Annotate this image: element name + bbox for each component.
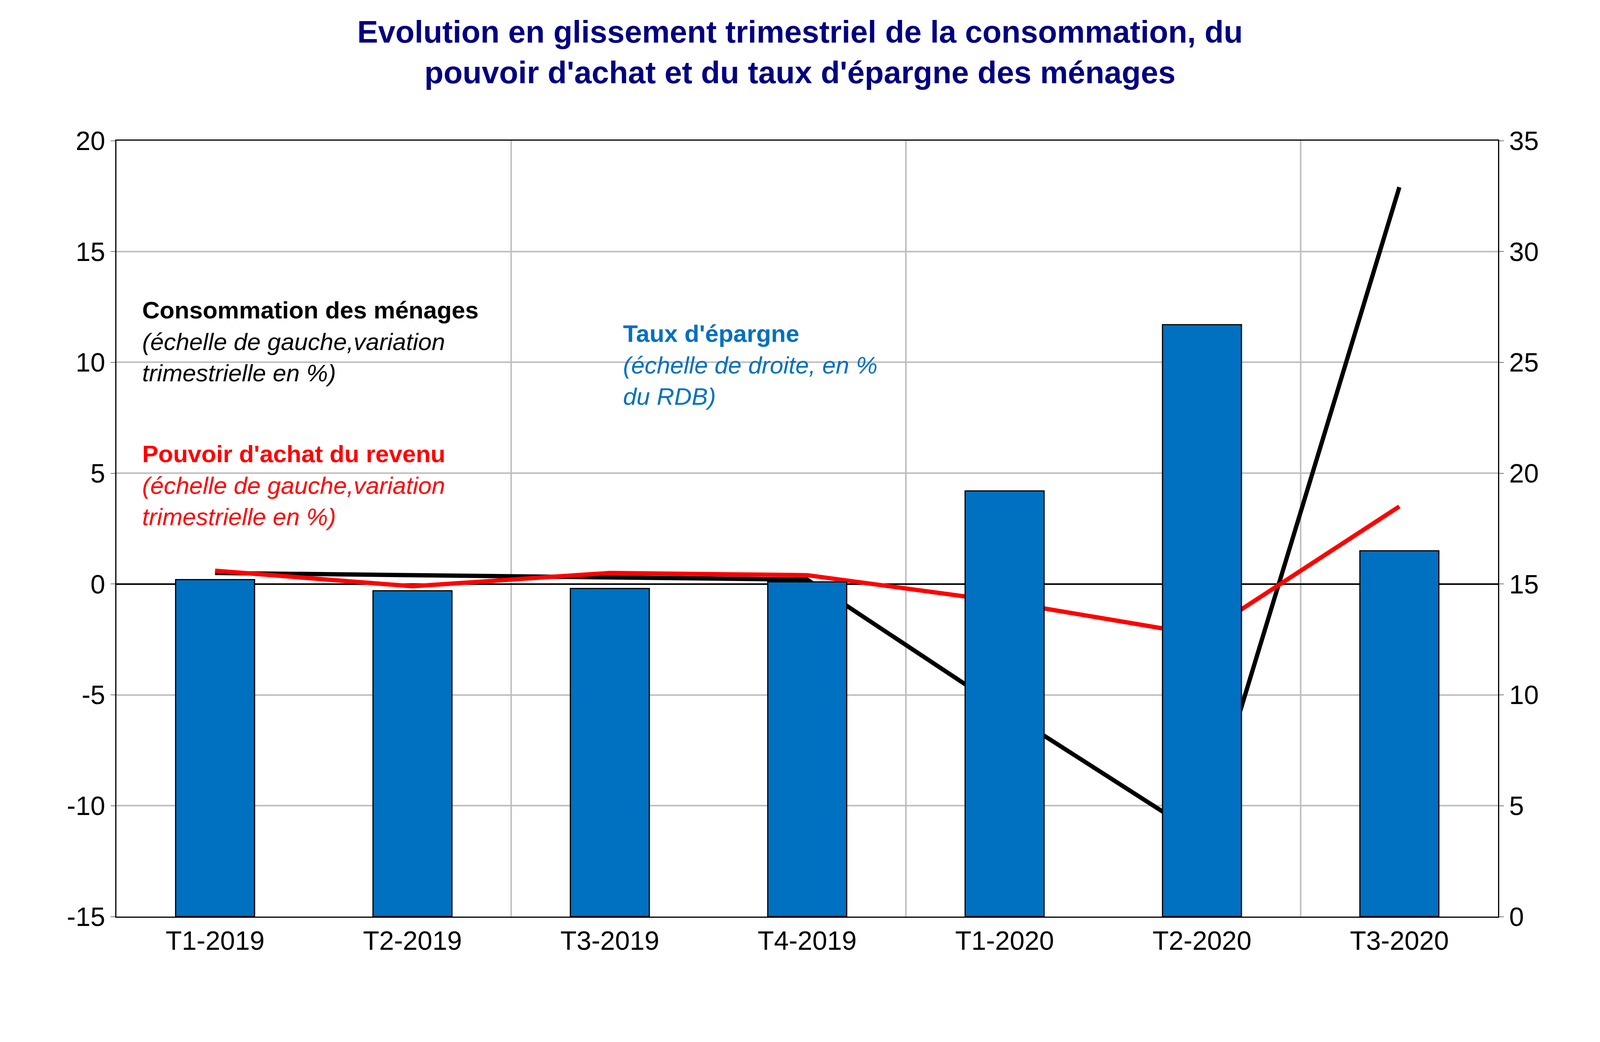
svg-text:15: 15 [75,236,106,267]
svg-text:20: 20 [75,125,106,156]
svg-text:35: 35 [1509,125,1540,156]
svg-text:T1-2019: T1-2019 [165,925,265,956]
svg-text:T3-2019: T3-2019 [560,925,660,956]
svg-text:T3-2020: T3-2020 [1350,925,1449,956]
svg-text:5: 5 [90,458,106,488]
svg-text:10: 10 [1509,679,1540,710]
svg-text:Pouvoir d'achat du revenu(éche: Pouvoir d'achat du revenu(échelle de gau… [142,440,446,531]
svg-text:-15: -15 [66,901,106,932]
svg-text:Taux d'épargne(échelle de droi: Taux d'épargne(échelle de droite, en %du… [623,319,878,410]
svg-text:T2-2019: T2-2019 [362,925,462,956]
svg-text:10: 10 [75,347,106,377]
svg-text:Evolution en glissement trimes: Evolution en glissement trimestriel de l… [357,14,1243,90]
svg-text:5: 5 [1509,790,1525,821]
svg-text:0: 0 [1509,901,1525,932]
svg-text:30: 30 [1509,236,1540,267]
svg-text:15: 15 [1509,569,1540,599]
svg-text:-10: -10 [66,790,106,821]
svg-text:T4-2019: T4-2019 [757,925,857,956]
svg-text:-5: -5 [81,679,106,710]
svg-text:25: 25 [1509,347,1540,377]
svg-text:T1-2020: T1-2020 [955,925,1054,956]
svg-text:0: 0 [90,569,106,599]
svg-text:Consommation des ménages(échel: Consommation des ménages(échelle de gauc… [142,296,479,387]
svg-text:20: 20 [1509,458,1540,488]
svg-text:T2-2020: T2-2020 [1152,925,1252,956]
